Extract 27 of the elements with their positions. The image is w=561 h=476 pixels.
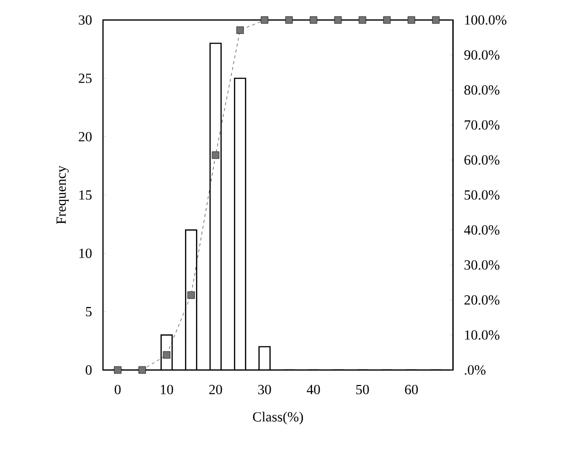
y2-tick-label: 90.0% — [464, 50, 500, 60]
y2-tick-label: 40.0% — [464, 225, 500, 235]
y-tick-label: 15 — [79, 190, 92, 200]
y2-tick-label: 20.0% — [464, 295, 500, 305]
y2-tick-label: 70.0% — [464, 120, 500, 130]
x-tick-label: 30 — [258, 384, 271, 394]
x-tick-label: 10 — [160, 384, 174, 394]
x-tick-label: 0 — [114, 384, 121, 394]
x-tick-label: 60 — [405, 384, 418, 394]
x-tick-label: 50 — [356, 384, 369, 394]
y2-tick-label: 30.0% — [464, 260, 500, 270]
y2-tick-label: .0% — [464, 365, 486, 375]
x-tick-label: 40 — [306, 384, 320, 394]
x-tick-label: 20 — [209, 384, 222, 394]
x-axis-title: Class(%) — [253, 412, 303, 424]
y2-tick-label: 80.0% — [464, 85, 500, 95]
y-tick-label: 30 — [78, 15, 92, 25]
y2-tick-label: 60.0% — [464, 155, 500, 165]
y-tick-label: 5 — [86, 307, 92, 316]
y2-tick-label: 100.0% — [465, 15, 506, 25]
y-tick-label: 25 — [78, 74, 92, 84]
y2-tick-label: 50.0% — [464, 190, 500, 200]
y-axis-title: Frequency — [56, 166, 69, 224]
y-tick-label: 20 — [78, 132, 92, 142]
y2-tick-label: 10.0% — [465, 330, 500, 340]
y-tick-label: 10 — [79, 248, 92, 258]
y-tick-label: 0 — [86, 365, 92, 375]
